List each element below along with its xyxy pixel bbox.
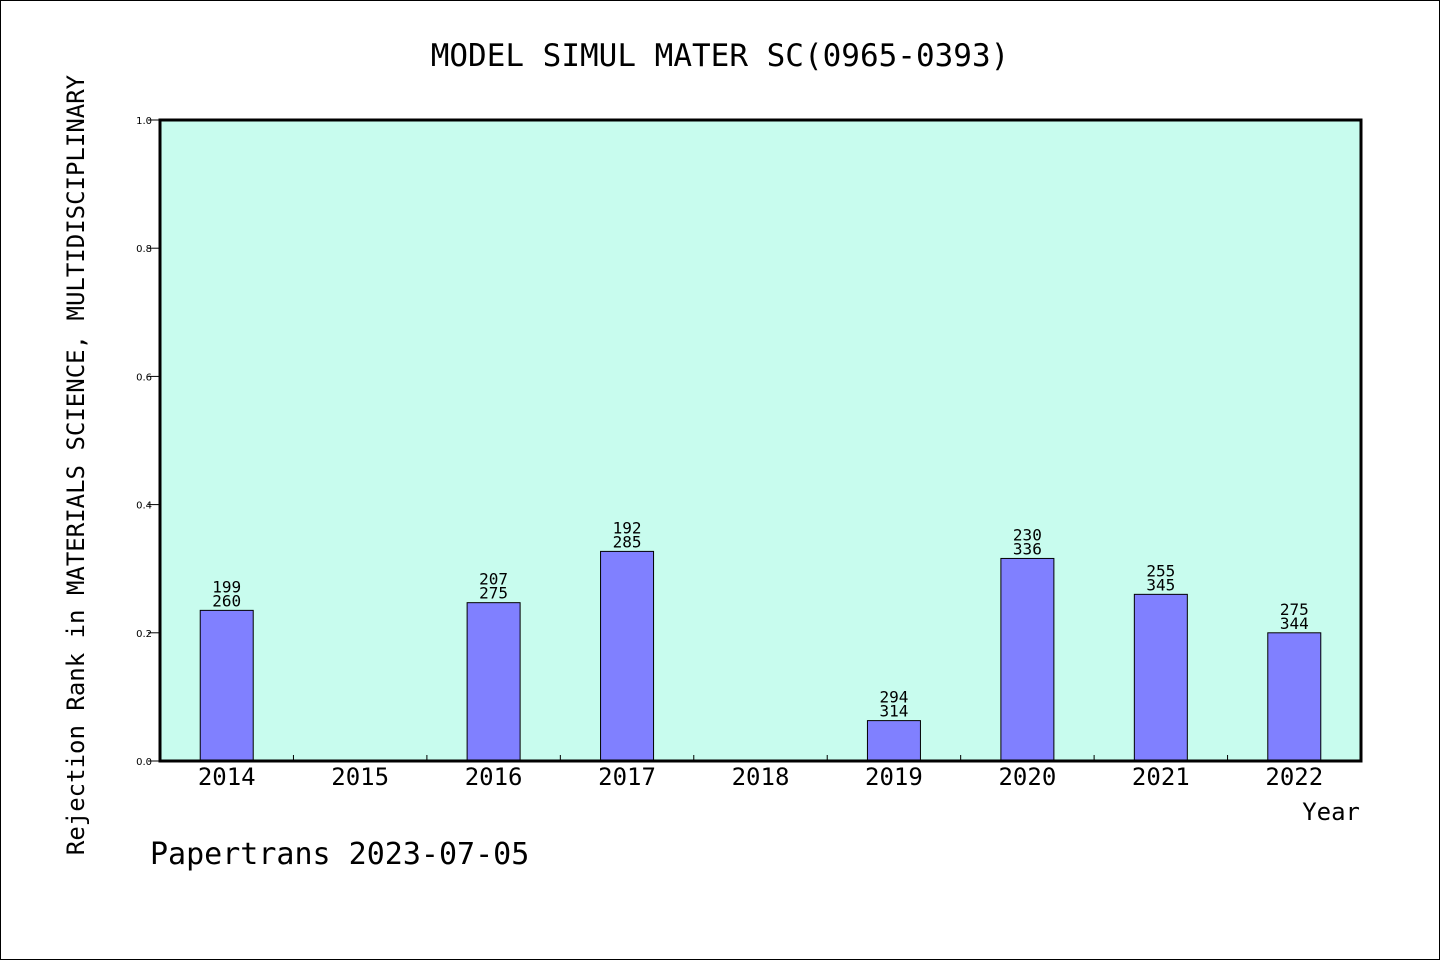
plot-border bbox=[158, 118, 1363, 763]
bar-label-lower: 314 bbox=[879, 702, 908, 721]
x-tick-label: 2019 bbox=[865, 763, 923, 791]
bar-2019 bbox=[866, 720, 921, 762]
y-tick-label: 0.8 bbox=[136, 244, 152, 255]
bar-label-lower: 285 bbox=[613, 532, 642, 551]
bars-layer bbox=[199, 550, 1322, 762]
bar-label-lower: 336 bbox=[1013, 539, 1042, 558]
bar-label-lower: 344 bbox=[1280, 614, 1309, 633]
bar-2017 bbox=[600, 550, 655, 762]
x-tick-label: 2020 bbox=[998, 763, 1056, 791]
footer-watermark: Papertrans 2023-07-05 bbox=[150, 837, 529, 872]
x-tick-label: 2014 bbox=[198, 763, 256, 791]
chart-title: MODEL SIMUL MATER SC(0965-0393) bbox=[431, 38, 1010, 74]
x-tick-label: 2015 bbox=[331, 763, 389, 791]
bar-2014 bbox=[199, 609, 254, 762]
x-tick-label: 2021 bbox=[1132, 763, 1190, 791]
bar-label-upper: 275 bbox=[1280, 600, 1309, 619]
y-tick-label: 1.0 bbox=[136, 116, 152, 127]
x-tick-label: 2018 bbox=[732, 763, 790, 791]
bar-2022 bbox=[1267, 632, 1322, 762]
bar-label-lower: 345 bbox=[1146, 575, 1175, 594]
x-tick-label: 2016 bbox=[465, 763, 523, 791]
bar-label-lower: 275 bbox=[479, 584, 508, 603]
y-tick-label: 0.2 bbox=[136, 629, 152, 640]
bar-2021 bbox=[1133, 593, 1188, 762]
bar-label-upper: 199 bbox=[212, 577, 241, 596]
bar-label-upper: 230 bbox=[1013, 525, 1042, 544]
bar-label-upper: 192 bbox=[613, 518, 642, 537]
y-tick-label: 0.4 bbox=[136, 501, 152, 512]
x-axis-label: Year bbox=[1302, 798, 1360, 826]
bar-2016 bbox=[466, 602, 521, 762]
bar-label-lower: 260 bbox=[212, 591, 241, 610]
x-tick-label: 2022 bbox=[1265, 763, 1323, 791]
y-tick-label: 0.6 bbox=[136, 372, 152, 383]
bar-2020 bbox=[1000, 557, 1055, 762]
bar-label-upper: 207 bbox=[479, 570, 508, 589]
y-axis-label: Rejection Rank in MATERIALS SCIENCE, MUL… bbox=[62, 74, 90, 855]
x-tick-label: 2017 bbox=[598, 763, 656, 791]
bar-label-upper: 255 bbox=[1146, 561, 1175, 580]
y-tick-label: 0.0 bbox=[136, 757, 152, 768]
bar-label-upper: 294 bbox=[879, 688, 908, 707]
